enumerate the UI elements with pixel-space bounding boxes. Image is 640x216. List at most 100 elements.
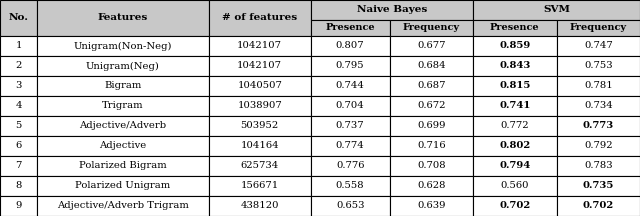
Text: 0.737: 0.737 [336,121,364,130]
Bar [557,176,640,196]
Bar [473,96,557,116]
Text: Unigram(Non-Neg): Unigram(Non-Neg) [74,41,172,51]
Bar [0,56,37,76]
Text: 0.639: 0.639 [417,202,445,211]
Text: 7: 7 [15,162,22,170]
Bar [311,36,390,56]
Text: Polarized Bigram: Polarized Bigram [79,162,167,170]
Text: 0.687: 0.687 [417,81,445,91]
Text: SVM: SVM [543,5,570,14]
Bar [473,136,557,156]
Bar [209,56,311,76]
Bar [557,56,640,76]
Bar [0,96,37,116]
Bar [473,0,640,20]
Bar [37,76,209,96]
Bar [209,0,311,36]
Bar [209,116,311,136]
Bar [311,76,390,96]
Text: 0.774: 0.774 [336,141,365,151]
Bar [473,56,557,76]
Text: 0.560: 0.560 [500,181,529,191]
Bar [209,196,311,216]
Bar [557,136,640,156]
Bar [0,36,37,56]
Bar [557,196,640,216]
Text: Trigram: Trigram [102,102,144,111]
Text: Adjective/Adverb: Adjective/Adverb [79,121,166,130]
Text: 1042107: 1042107 [237,62,282,70]
Text: 0.677: 0.677 [417,41,445,51]
Text: 1: 1 [15,41,22,51]
Bar [390,76,473,96]
Text: 438120: 438120 [241,202,279,211]
Text: 503952: 503952 [241,121,279,130]
Text: No.: No. [8,13,29,22]
Text: Polarized Unigram: Polarized Unigram [76,181,170,191]
Text: 0.802: 0.802 [499,141,531,151]
Text: 0.753: 0.753 [584,62,612,70]
Text: 9: 9 [15,202,22,211]
Bar [390,196,473,216]
Bar [311,156,390,176]
Bar [311,0,473,20]
Bar [473,36,557,56]
Text: 0.702: 0.702 [582,202,614,211]
Bar [37,36,209,56]
Bar [209,156,311,176]
Bar [37,56,209,76]
Bar [390,36,473,56]
Text: 0.558: 0.558 [336,181,364,191]
Text: 0.772: 0.772 [500,121,529,130]
Text: 0.747: 0.747 [584,41,612,51]
Bar [37,136,209,156]
Bar [209,96,311,116]
Bar [390,136,473,156]
Text: 0.716: 0.716 [417,141,445,151]
Text: 2: 2 [15,62,22,70]
Bar [0,176,37,196]
Bar [311,136,390,156]
Bar [0,136,37,156]
Text: 1040507: 1040507 [237,81,282,91]
Bar [557,36,640,56]
Text: 0.792: 0.792 [584,141,612,151]
Bar [0,156,37,176]
Bar [37,176,209,196]
Text: 0.776: 0.776 [336,162,364,170]
Text: Presence: Presence [325,24,375,32]
Text: 0.704: 0.704 [336,102,365,111]
Text: 625734: 625734 [241,162,279,170]
Bar [311,176,390,196]
Bar [390,20,473,36]
Bar [473,20,557,36]
Bar [311,196,390,216]
Bar [37,156,209,176]
Bar [557,76,640,96]
Text: 0.708: 0.708 [417,162,445,170]
Text: 0.815: 0.815 [499,81,531,91]
Text: 4: 4 [15,102,22,111]
Bar [473,76,557,96]
Bar [473,196,557,216]
Bar [209,36,311,56]
Text: Unigram(Neg): Unigram(Neg) [86,61,160,71]
Text: # of features: # of features [222,13,297,22]
Bar [390,116,473,136]
Text: Adjective/Adverb Trigram: Adjective/Adverb Trigram [57,202,189,211]
Text: 8: 8 [15,181,22,191]
Bar [557,116,640,136]
Bar [311,20,390,36]
Text: Frequency: Frequency [403,24,460,32]
Bar [557,96,640,116]
Text: 1042107: 1042107 [237,41,282,51]
Bar [37,116,209,136]
Text: 3: 3 [15,81,22,91]
Text: Features: Features [98,13,148,22]
Text: 5: 5 [15,121,22,130]
Text: 0.702: 0.702 [499,202,531,211]
Text: 0.781: 0.781 [584,81,612,91]
Bar [209,136,311,156]
Bar [37,0,209,36]
Bar [0,0,37,36]
